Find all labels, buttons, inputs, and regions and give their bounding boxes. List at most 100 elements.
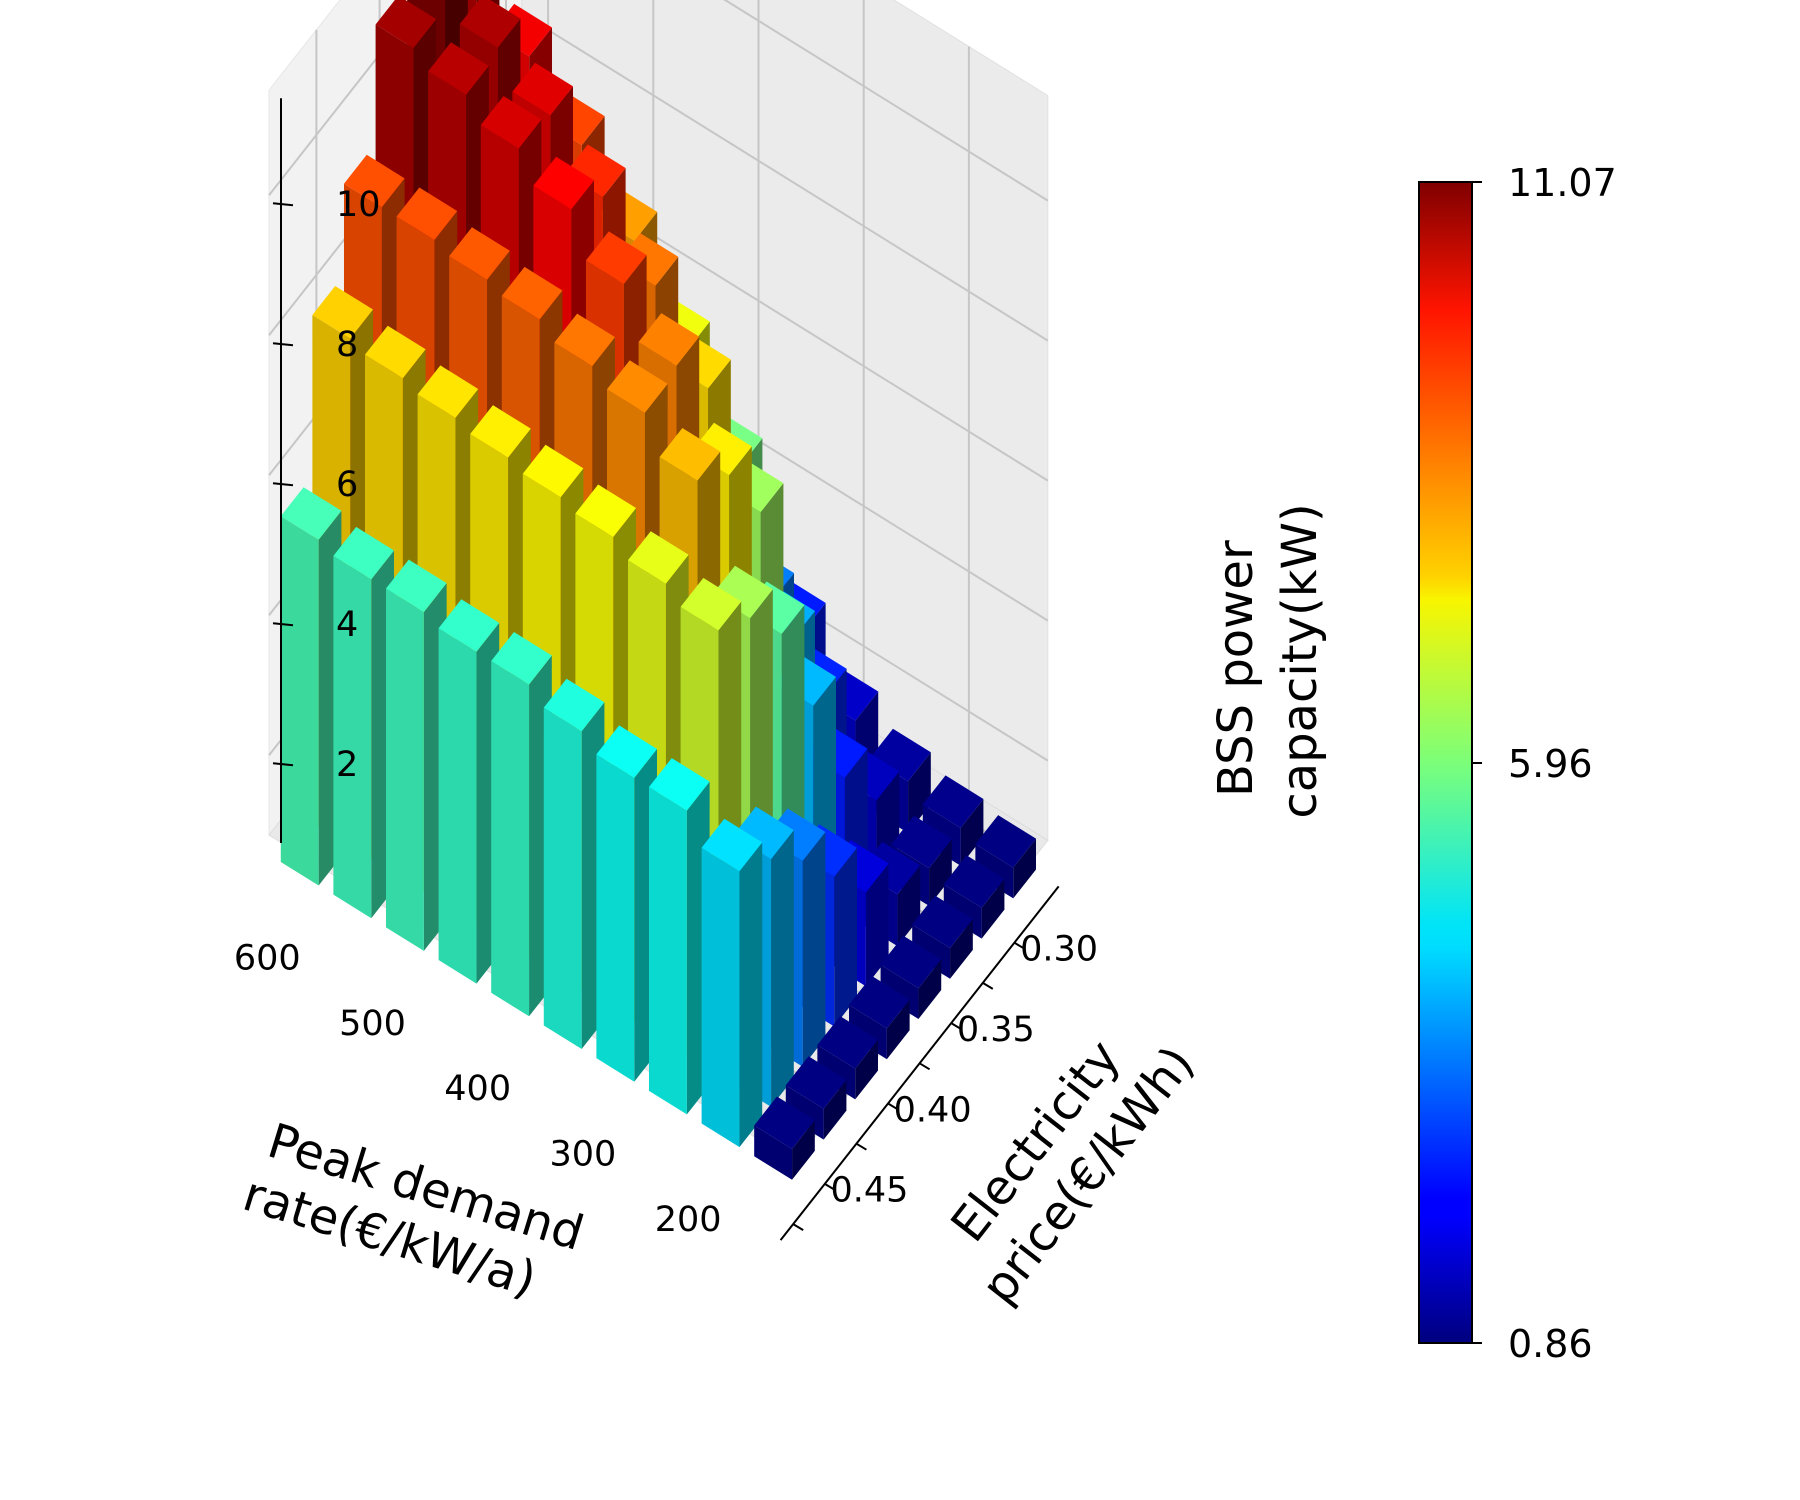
bar-top-face <box>533 156 595 210</box>
y-tick-mark <box>792 1223 804 1231</box>
bar-front-face <box>333 555 372 919</box>
bar-top-face <box>870 728 931 782</box>
bar-top-face <box>943 855 1005 908</box>
colorbar-gradient <box>1418 181 1473 1344</box>
bar-top-face <box>480 96 542 149</box>
bar-top-face <box>554 313 616 367</box>
bar-top-face <box>428 42 489 95</box>
bar-top-face <box>922 775 984 828</box>
y-tick-mark <box>950 1022 962 1030</box>
bar-top-face <box>280 487 342 540</box>
bar-front-face <box>701 847 740 1148</box>
bar-top-face <box>859 841 921 895</box>
bar-top-face <box>880 935 942 989</box>
x-tick-label: 300 <box>549 1135 616 1175</box>
bar-side-face <box>771 830 794 1107</box>
bar-top-face <box>522 444 584 498</box>
bar-side-face <box>739 842 763 1148</box>
bar-top-face <box>638 313 700 366</box>
bar <box>543 678 605 1049</box>
x-axis: 600 500 400 300 200 <box>234 938 722 1240</box>
bar-side-face <box>865 863 889 987</box>
bar <box>438 599 500 984</box>
bar-front-face <box>491 660 530 1017</box>
x-tick-label: 400 <box>444 1069 511 1109</box>
bar-front-face <box>648 787 687 1115</box>
colorbar-min-label: 0.86 <box>1508 1322 1593 1366</box>
bar-top-face <box>733 806 794 860</box>
bar-side-face <box>908 752 931 833</box>
bar-top-face <box>364 325 426 379</box>
bar-top-face <box>343 154 405 208</box>
bar-side-face <box>802 831 826 1067</box>
bar-front-face <box>596 754 635 1082</box>
bar-top-face <box>648 758 710 811</box>
bar-side-face <box>1013 838 1037 899</box>
bar-top-face <box>975 815 1037 868</box>
bar-side-face <box>960 798 984 866</box>
bar-side-face <box>981 878 1005 939</box>
bar <box>648 758 710 1115</box>
bar-top-face <box>680 577 742 631</box>
bar-front-face <box>754 1125 793 1180</box>
y-tick-label: 0.45 <box>830 1171 908 1211</box>
bars <box>280 0 1037 1180</box>
bar-side-face <box>886 999 910 1060</box>
y-tick-mark <box>1013 941 1025 950</box>
z-tick-label: 8 <box>336 325 358 365</box>
bar-top-face <box>333 526 395 580</box>
x-tick-label: 500 <box>339 1004 406 1044</box>
bar-top-face <box>501 266 563 320</box>
colorbar-max-label: 11.07 <box>1508 161 1617 205</box>
z-tick-label: 4 <box>336 605 358 645</box>
z-axis: 2 4 6 8 10 <box>272 98 381 843</box>
z-tick-mark <box>272 202 294 207</box>
bar-top-face <box>848 975 910 1029</box>
z-tick-mark <box>272 342 294 347</box>
bar-top-face <box>575 484 637 537</box>
bar-top-face <box>659 428 721 481</box>
bar-side-face <box>834 847 858 1027</box>
bar-top-face <box>459 0 521 48</box>
bar-top-face <box>585 231 647 284</box>
bar-top-face <box>891 815 952 869</box>
bar-front-face <box>280 516 319 886</box>
z-tick-mark <box>272 482 294 487</box>
y-tick-mark <box>855 1142 867 1151</box>
bar-top-face <box>912 895 973 948</box>
bar-top-face <box>712 565 773 619</box>
z-tick-label: 2 <box>336 745 358 785</box>
bar-side-face <box>897 865 921 947</box>
bar-top-face <box>606 360 668 413</box>
bar <box>333 526 395 919</box>
bar-top-face <box>701 818 763 872</box>
bar-top-face <box>449 227 510 280</box>
z-gridline <box>268 0 1049 202</box>
y-tick-label: 0.40 <box>894 1090 972 1130</box>
bar-top-face <box>417 365 479 418</box>
bar-top-face <box>512 62 574 116</box>
bar-top-face <box>543 678 605 732</box>
bar-side-face <box>855 1039 879 1100</box>
bar <box>754 1096 815 1180</box>
y-tick-mark <box>824 1183 836 1191</box>
bar <box>596 725 658 1082</box>
bar-side-face <box>823 1079 847 1140</box>
y-tick-label: 0.30 <box>1020 930 1098 970</box>
y-tick-mark <box>982 982 994 990</box>
z-axis-label: BSS power capacity(kW) <box>1208 503 1328 818</box>
z-tick-mark <box>272 762 294 767</box>
y-tick-mark <box>919 1062 931 1071</box>
bar-top-face <box>764 808 826 861</box>
bar-top-face <box>470 405 531 458</box>
bar-top-face <box>312 286 374 339</box>
y-axis: 0.30 0.35 0.40 0.45 <box>779 885 1098 1241</box>
bar-top-face <box>596 725 658 778</box>
colorbar-mid-label: 5.96 <box>1508 742 1593 786</box>
bar-top-face <box>438 599 500 652</box>
bar <box>280 487 342 886</box>
x-tick-label: 600 <box>234 938 301 978</box>
y-tick-label: 0.35 <box>957 1010 1035 1050</box>
colorbar: 11.07 5.96 0.86 <box>1418 161 1617 1366</box>
bar-top-face <box>385 559 447 613</box>
